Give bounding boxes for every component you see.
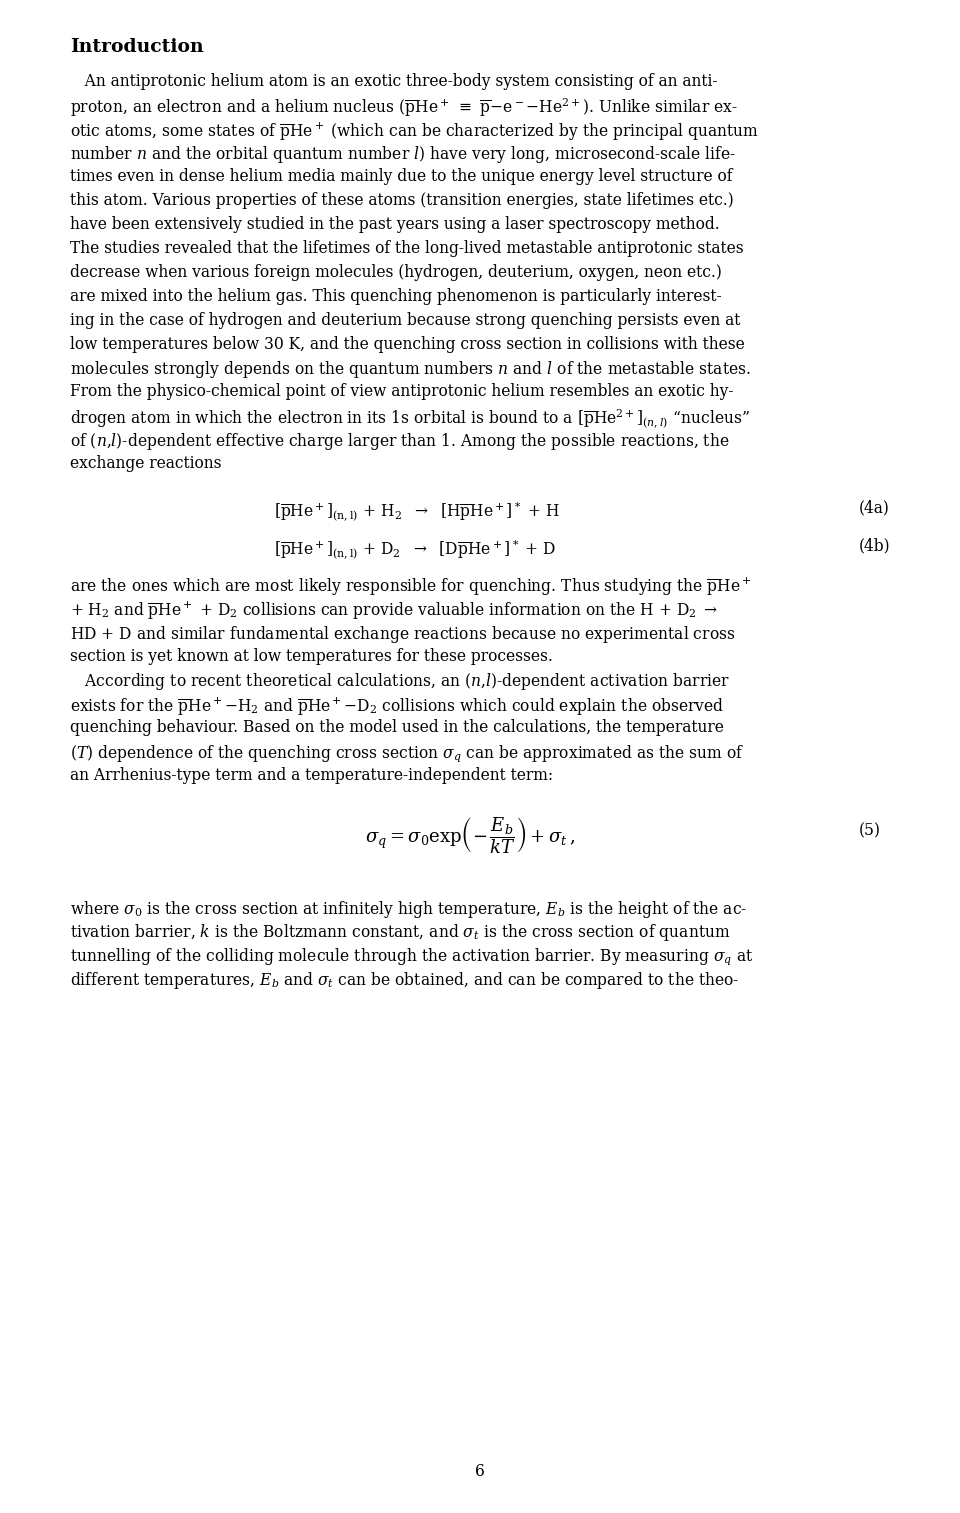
Text: According to recent theoretical calculations, an ($n$,$l$)-dependent activation : According to recent theoretical calculat… [70,672,730,693]
Text: decrease when various foreign molecules (hydrogen, deuterium, oxygen, neon etc.): decrease when various foreign molecules … [70,263,722,281]
Text: are the ones which are most likely responsible for quenching. Thus studying the : are the ones which are most likely respo… [70,576,752,598]
Text: (4a): (4a) [859,499,890,516]
Text: tivation barrier, $k$ is the Boltzmann constant, and $\sigma_t$ is the cross sec: tivation barrier, $k$ is the Boltzmann c… [70,923,731,944]
Text: this atom. Various properties of these atoms (transition energies, state lifetim: this atom. Various properties of these a… [70,192,733,209]
Text: ing in the case of hydrogen and deuterium because strong quenching persists even: ing in the case of hydrogen and deuteriu… [70,312,740,328]
Text: low temperatures below 30 K, and the quenching cross section in collisions with : low temperatures below 30 K, and the que… [70,336,745,353]
Text: $[\overline{\rm p}{\rm He}^+]_{(n,l)}$ + H$_2$  $\rightarrow$  $[{\rm H}\overlin: $[\overline{\rm p}{\rm He}^+]_{(n,l)}$ +… [274,499,559,523]
Text: molecules strongly depends on the quantum numbers $n$ and $l$ of the metastable : molecules strongly depends on the quantu… [70,360,751,380]
Text: ($T$) dependence of the quenching cross section $\sigma_q$ can be approximated a: ($T$) dependence of the quenching cross … [70,743,744,764]
Text: (5): (5) [859,822,881,840]
Text: An antiprotonic helium atom is an exotic three-body system consisting of an anti: An antiprotonic helium atom is an exotic… [70,73,717,89]
Text: $[\overline{\rm p}{\rm He}^+]_{(n,l)}$ + D$_2$  $\rightarrow$  $[{\rm D}\overlin: $[\overline{\rm p}{\rm He}^+]_{(n,l)}$ +… [274,537,556,561]
Text: an Arrhenius-type term and a temperature-independent term:: an Arrhenius-type term and a temperature… [70,767,553,784]
Text: times even in dense helium media mainly due to the unique energy level structure: times even in dense helium media mainly … [70,168,732,185]
Text: exchange reactions: exchange reactions [70,455,222,472]
Text: have been extensively studied in the past years using a laser spectroscopy metho: have been extensively studied in the pas… [70,216,720,233]
Text: From the physico-chemical point of view antiprotonic helium resembles an exotic : From the physico-chemical point of view … [70,383,733,401]
Text: otic atoms, some states of $\overline{\rm p}$He$^+$ (which can be characterized : otic atoms, some states of $\overline{\r… [70,121,759,142]
Text: are mixed into the helium gas. This quenching phenomenon is particularly interes: are mixed into the helium gas. This quen… [70,287,722,304]
Text: $+$ H$_2$ and $\overline{\rm p}$He$^+$ $+$ D$_2$ collisions can provide valuable: $+$ H$_2$ and $\overline{\rm p}$He$^+$ $… [70,599,718,622]
Text: drogen atom in which the electron in its 1s orbital is bound to a [$\overline{\r: drogen atom in which the electron in its… [70,407,750,430]
Text: $\sigma_q = \sigma_0 \exp\!\left(-\,\dfrac{E_b}{kT}\right) + \sigma_t\,,$: $\sigma_q = \sigma_0 \exp\!\left(-\,\dfr… [365,816,575,855]
Text: proton, an electron and a helium nucleus ($\overline{\rm p}$He$^+$ $\equiv$ $\ov: proton, an electron and a helium nucleus… [70,97,738,120]
Text: 6: 6 [475,1463,485,1480]
Text: of ($n$,$l$)-dependent effective charge larger than 1. Among the possible reacti: of ($n$,$l$)-dependent effective charge … [70,431,730,452]
Text: The studies revealed that the lifetimes of the long-lived metastable antiprotoni: The studies revealed that the lifetimes … [70,241,744,257]
Text: tunnelling of the colliding molecule through the activation barrier. By measurin: tunnelling of the colliding molecule thr… [70,946,754,967]
Text: HD $+$ D and similar fundamental exchange reactions because no experimental cros: HD $+$ D and similar fundamental exchang… [70,623,735,645]
Text: where $\sigma_0$ is the cross section at infinitely high temperature, $E_b$ is t: where $\sigma_0$ is the cross section at… [70,899,748,920]
Text: section is yet known at low temperatures for these processes.: section is yet known at low temperatures… [70,648,553,664]
Text: exists for the $\overline{\rm p}$He$^+$$-$H$_2$ and $\overline{\rm p}$He$^+$$-$D: exists for the $\overline{\rm p}$He$^+$$… [70,696,725,717]
Text: Introduction: Introduction [70,38,204,56]
Text: different temperatures, $E_b$ and $\sigma_t$ can be obtained, and can be compare: different temperatures, $E_b$ and $\sigm… [70,970,739,991]
Text: number $n$ and the orbital quantum number $l$) have very long, microsecond-scale: number $n$ and the orbital quantum numbe… [70,144,736,165]
Text: quenching behaviour. Based on the model used in the calculations, the temperatur: quenching behaviour. Based on the model … [70,719,724,737]
Text: (4b): (4b) [859,537,891,555]
